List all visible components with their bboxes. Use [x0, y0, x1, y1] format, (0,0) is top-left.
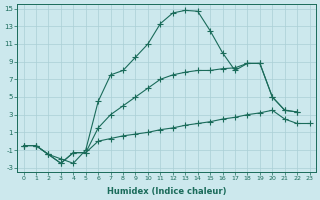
X-axis label: Humidex (Indice chaleur): Humidex (Indice chaleur): [107, 187, 226, 196]
